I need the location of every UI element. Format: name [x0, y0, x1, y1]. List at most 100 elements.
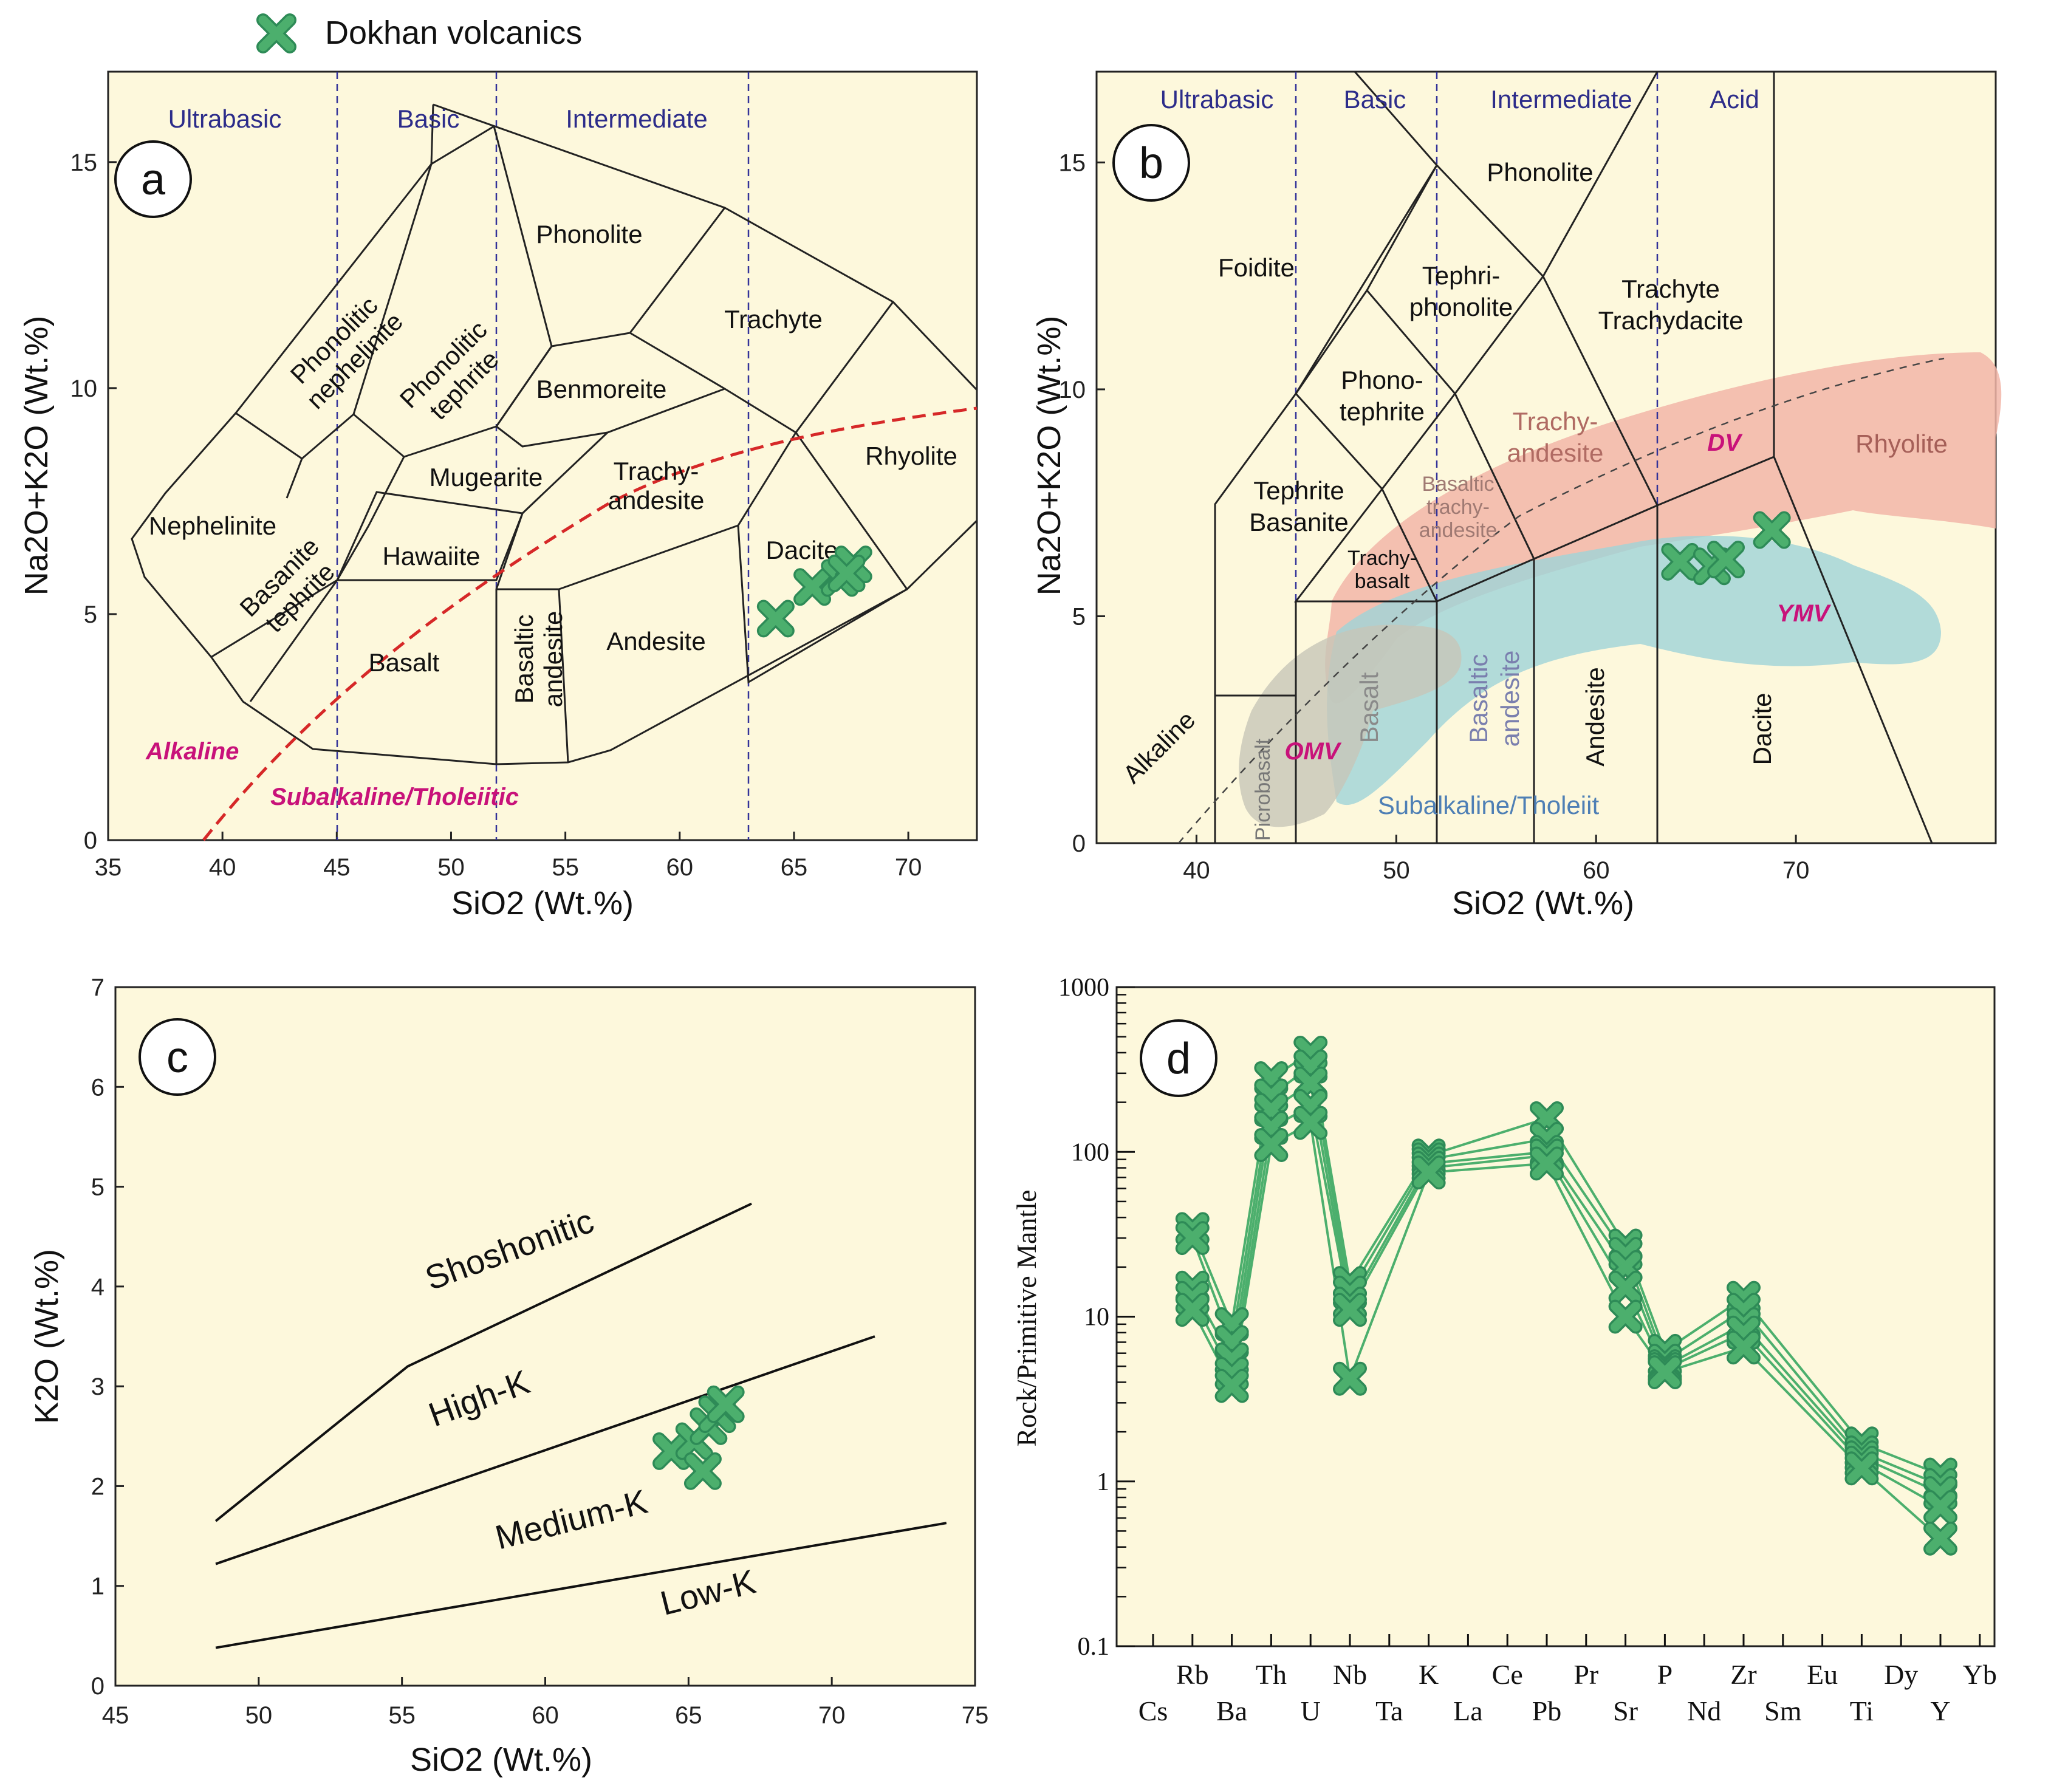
d-data-point — [1923, 1521, 1957, 1556]
d-ytick-label: 1 — [1097, 1468, 1109, 1496]
b-field-label: Basalt — [1355, 672, 1383, 743]
a-xlabel: SiO2 (Wt.%) — [451, 885, 634, 922]
c-data-point — [683, 1452, 722, 1490]
b-group-field-label: OMV — [1284, 738, 1341, 765]
panel-c-letter: c — [166, 1033, 188, 1082]
d-xtick-label-bottom: Sr — [1613, 1695, 1638, 1726]
b-field-label: Phonolite — [1487, 158, 1593, 186]
d-data-point — [1608, 1299, 1643, 1334]
c-ytick-label: 4 — [91, 1274, 104, 1301]
a-data-point — [756, 600, 795, 638]
d-ytick-label: 10 — [1084, 1304, 1109, 1332]
d-xtick-label-top: Yb — [1963, 1659, 1997, 1690]
d-xtick-label-top: Zr — [1730, 1659, 1756, 1690]
b-xtick-label: 50 — [1383, 857, 1410, 884]
b-field-label: Trachyte Trachydacite — [1598, 275, 1744, 335]
panel-d-spider-plot: 0.1 1 10 100 1000 Rock/Primitive Mantle Rb Th N… — [1011, 974, 1997, 1726]
a-xtick-label: 35 — [95, 854, 122, 881]
c-ytick-label: 5 — [91, 1174, 104, 1201]
d-data-point — [1293, 1106, 1328, 1140]
panel-d-letter-badge: d — [1140, 1019, 1217, 1097]
d-data-point — [1648, 1355, 1682, 1389]
a-ytick-label: 15 — [70, 149, 98, 176]
panel-d-series — [1175, 1035, 1957, 1556]
c-xtick-label: 70 — [818, 1702, 846, 1729]
d-xtick-label-top: Eu — [1807, 1659, 1838, 1690]
a-field-label: Trachyte — [724, 305, 823, 333]
panel-a-tas-plot: 35 40 45 50 55 60 65 70 0 5 10 15 — [18, 70, 978, 922]
b-field-label: Andesite — [1581, 667, 1609, 766]
panel-d-labels: Rock/Primitive Mantle Rb Th Nb K Ce Pr P Zr Eu Dy Y… — [1011, 1190, 1997, 1726]
panel-a-frame — [107, 70, 978, 841]
c-xtick-label: 65 — [675, 1702, 702, 1729]
c-boundary-line — [215, 1522, 947, 1649]
d-xtick-label-top: Dy — [1884, 1659, 1918, 1690]
a-ytick-label: 10 — [70, 375, 98, 402]
panel-b-points — [1661, 511, 1791, 586]
panel-c-boundaries — [214, 1202, 947, 1649]
a-ytick-label: 5 — [84, 601, 97, 628]
d-data-point — [1727, 1330, 1761, 1365]
d-ytick-label: 0.1 — [1078, 1633, 1110, 1661]
a-field-label: Mugearite — [430, 463, 543, 491]
a-field-label: Andesite — [606, 627, 705, 655]
b-xtick-label: 70 — [1782, 857, 1810, 884]
d-ylabel: Rock/Primitive Mantle — [1011, 1190, 1042, 1447]
panel-a-labels: SiO2 (Wt.%) Na2O+K2O (Wt.%) Ultrabasic Basi… — [18, 104, 957, 922]
d-xtick-label-top: Ce — [1492, 1659, 1523, 1690]
panel-c-frame — [114, 986, 976, 1687]
d-data-point — [1333, 1361, 1367, 1396]
omv-field — [1239, 624, 1462, 827]
a-group-label: Basic — [397, 104, 460, 133]
c-xtick-label: 60 — [532, 1702, 559, 1729]
c-xtick-label: 75 — [962, 1702, 989, 1729]
c-ytick-label: 3 — [91, 1373, 104, 1400]
c-boundary-line — [215, 1335, 875, 1565]
d-xtick-label-top: Rb — [1176, 1659, 1209, 1690]
c-data-point — [707, 1385, 745, 1423]
legend: Dokhan volcanics — [256, 13, 582, 53]
panel-a-letter-badge: a — [114, 140, 192, 218]
a-xtick-label: 60 — [666, 854, 694, 881]
a-xtick-label: 50 — [437, 854, 465, 881]
b-group-field-label: DV — [1707, 429, 1743, 456]
d-xtick-label-bottom: U — [1301, 1695, 1321, 1726]
d-xtick-label-bottom: La — [1453, 1695, 1483, 1726]
b-field-label: Trachy-andesite — [1507, 407, 1604, 467]
b-field-label: Picrobasalt — [1251, 738, 1275, 841]
d-ytick-label: 1000 — [1058, 974, 1109, 1002]
b-field-label: Dacite — [1748, 693, 1776, 765]
b-field-label: Foidite — [1218, 253, 1295, 282]
d-xtick-label-bottom: Ba — [1216, 1695, 1247, 1726]
a-xtick-label: 65 — [781, 854, 808, 881]
b-alkaline-divider — [1178, 357, 1945, 844]
panel-d-frame — [1115, 986, 1996, 1647]
b-data-point — [1707, 541, 1745, 579]
legend-cross-mark — [256, 13, 296, 53]
d-xtick-label-top: Th — [1256, 1659, 1287, 1690]
d-xtick-label-bottom: Pb — [1532, 1695, 1562, 1726]
d-data-point — [1214, 1369, 1249, 1403]
panel-a-ticks: 35 40 45 50 55 60 65 70 0 5 10 15 — [70, 149, 922, 881]
a-field-label: Hawaiite — [382, 542, 480, 570]
c-ytick-label: 7 — [91, 974, 104, 1001]
d-data-point — [1608, 1270, 1643, 1305]
d-data-point — [1411, 1155, 1446, 1190]
a-field-label: Benmoreite — [536, 375, 667, 403]
a-field-label: Basalticandesite — [510, 611, 567, 708]
panel-b-letter-badge: b — [1112, 124, 1190, 202]
d-data-point — [1530, 1146, 1564, 1181]
c-xtick-label: 45 — [102, 1702, 129, 1729]
b-xtick-label: 40 — [1183, 857, 1210, 884]
a-subalkaline-label: Subalkaline/Tholeiitic — [270, 784, 519, 810]
d-data-point — [1254, 1128, 1289, 1163]
b-field-label: Phono-tephrite — [1340, 366, 1425, 426]
b-field-label: Rhyolite — [1855, 429, 1948, 458]
a-xtick-label: 55 — [552, 854, 579, 881]
d-xtick-label-bottom: Y — [1930, 1695, 1950, 1726]
b-field-label: Basaltic andesite — [1464, 651, 1524, 747]
b-group-label: Ultrabasic — [1160, 85, 1274, 114]
dv-field — [1325, 352, 2002, 703]
a-ytick-label: 0 — [84, 827, 97, 854]
